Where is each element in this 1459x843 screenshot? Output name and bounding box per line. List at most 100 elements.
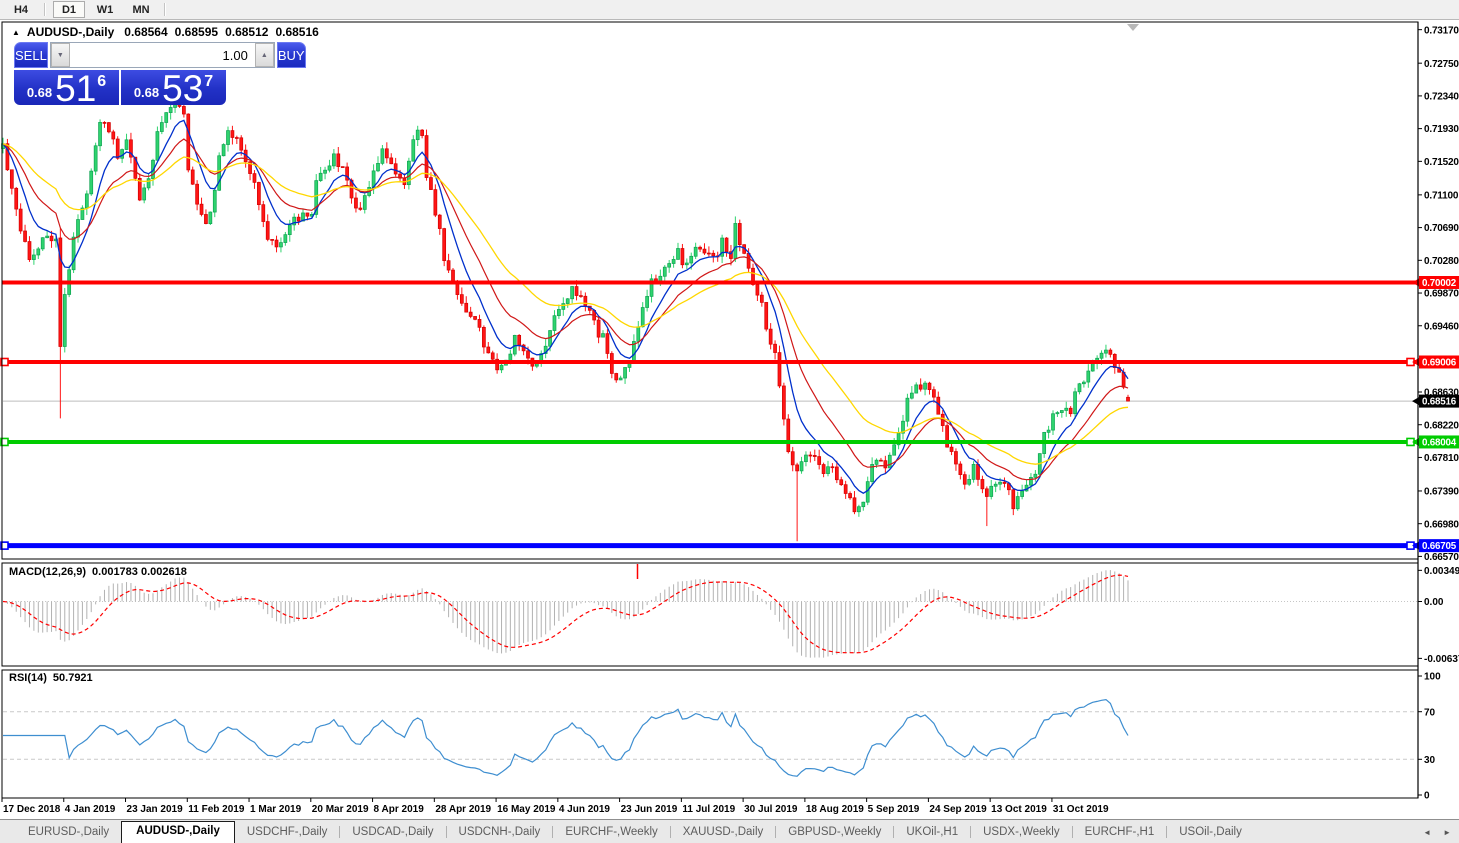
rsi-tick-label: 30 bbox=[1424, 755, 1436, 766]
volume-decrease-button[interactable]: ▼ bbox=[50, 43, 70, 67]
svg-text:0.66705: 0.66705 bbox=[1422, 541, 1457, 552]
svg-text:0.68004: 0.68004 bbox=[1422, 438, 1457, 449]
price-tick-label: 0.69870 bbox=[1424, 289, 1459, 300]
ma-mid-line bbox=[2, 138, 1129, 481]
date-tick-label: 11 Jul 2019 bbox=[682, 804, 735, 815]
date-tick-label: 17 Dec 2018 bbox=[3, 804, 61, 815]
price-tick-label: 0.73170 bbox=[1424, 25, 1459, 36]
svg-text:0.70002: 0.70002 bbox=[1422, 278, 1457, 289]
volume-spinner: ▼ ▲ bbox=[49, 42, 275, 68]
price-tick-label: 0.71100 bbox=[1424, 190, 1459, 201]
tab-eurchf-weekly[interactable]: EURCHF-,Weekly bbox=[565, 826, 658, 838]
rsi-tick-label: 0 bbox=[1424, 791, 1430, 802]
buy-button[interactable]: BUY bbox=[276, 42, 306, 68]
date-tick-label: 20 Mar 2019 bbox=[312, 804, 369, 815]
date-tick-label: 28 Apr 2019 bbox=[435, 804, 491, 815]
toolbar-separator bbox=[164, 3, 166, 16]
tab-separator bbox=[339, 826, 341, 838]
time-axis[interactable]: 17 Dec 2018 4 Jan 2019 23 Jan 2019 11 Feb 2… bbox=[1, 798, 1109, 815]
current-price-label: 0.68516 bbox=[1412, 394, 1459, 408]
macd-tick-label: 0.00349 bbox=[1424, 566, 1459, 577]
tab-usdx-weekly[interactable]: USDX-,Weekly bbox=[983, 826, 1060, 838]
price-tick-label: 0.68630 bbox=[1424, 388, 1459, 399]
price-axis[interactable]: 0.73170 0.72750 0.72340 0.71930 0.71520 0.711… bbox=[1412, 22, 1459, 802]
line-handle-icon[interactable] bbox=[0, 541, 9, 550]
triangle-up-icon: ▲ bbox=[260, 51, 268, 59]
symbol-tab-bar: EURUSD-,Daily AUDUSD-,Daily USDCHF-,Daily U… bbox=[0, 819, 1459, 843]
price-tick-label: 0.69460 bbox=[1424, 321, 1459, 332]
buy-price[interactable]: 0.68 53 7 bbox=[121, 68, 226, 109]
date-tick-label: 13 Oct 2019 bbox=[991, 804, 1047, 815]
timeframe-button-d1[interactable]: D1 bbox=[53, 1, 85, 18]
tab-separator bbox=[552, 826, 554, 838]
price-tick-label: 0.71520 bbox=[1424, 157, 1459, 168]
volume-increase-button[interactable]: ▲ bbox=[254, 43, 274, 67]
rsi-title: RSI(14) bbox=[9, 672, 47, 684]
tab-eurusd-daily[interactable]: EURUSD-,Daily bbox=[28, 826, 110, 838]
symbol-tabs: EURUSD-,Daily AUDUSD-,Daily USDCHF-,Daily U… bbox=[0, 819, 1254, 843]
price-tick-label: 0.72750 bbox=[1424, 59, 1459, 70]
price-tick-label: 0.67390 bbox=[1424, 487, 1459, 498]
price-tick-label: 0.66570 bbox=[1424, 552, 1459, 563]
tab-separator bbox=[1166, 826, 1168, 838]
timeframe-button-w1[interactable]: W1 bbox=[96, 3, 114, 16]
chart-title: ▲ AUDUSD-,Daily 0.68564 0.68595 0.68512 … bbox=[12, 25, 326, 39]
sell-price[interactable]: 0.68 51 6 bbox=[14, 68, 119, 109]
macd-values: 0.001783 0.002618 bbox=[92, 566, 187, 578]
price-tick-label: 0.67810 bbox=[1424, 453, 1459, 464]
price-tick-label: 0.66980 bbox=[1424, 519, 1459, 530]
tabs-scroll-right-button[interactable]: ► bbox=[1443, 828, 1451, 837]
date-tick-label: 18 Aug 2019 bbox=[806, 804, 864, 815]
volume-input[interactable] bbox=[69, 43, 255, 67]
buy-price-big: 53 bbox=[162, 68, 204, 109]
tab-usdcnh-daily[interactable]: USDCNH-,Daily bbox=[458, 826, 541, 838]
tab-separator bbox=[445, 826, 447, 838]
timeframe-button-mn[interactable]: MN bbox=[132, 3, 150, 16]
rsi-label: RSI(14) 50.7921 bbox=[9, 672, 93, 684]
line-handle-icon[interactable] bbox=[0, 357, 9, 367]
date-tick-label: 5 Sep 2019 bbox=[868, 804, 920, 815]
tab-audusd-daily[interactable]: AUDUSD-,Daily bbox=[121, 821, 235, 843]
sell-price-big: 51 bbox=[55, 68, 97, 109]
buy-price-prefix: 0.68 bbox=[133, 85, 160, 100]
ohlc-low: 0.68512 bbox=[225, 25, 269, 39]
svg-text:0.68516: 0.68516 bbox=[1422, 397, 1457, 408]
one-click-collapse-icon[interactable]: ▲ bbox=[12, 27, 20, 37]
ohlc-open: 0.68564 bbox=[124, 25, 168, 39]
svg-text:0.69006: 0.69006 bbox=[1422, 358, 1457, 369]
ma-fast-line bbox=[2, 119, 1129, 494]
date-tick-label: 1 Mar 2019 bbox=[250, 804, 302, 815]
price-label-068004: 0.68004 bbox=[1412, 435, 1459, 449]
line-handle-icon[interactable] bbox=[0, 437, 9, 447]
tab-ukoil-h1[interactable]: UKOil-,H1 bbox=[906, 826, 959, 838]
price-tick-label: 0.72340 bbox=[1424, 92, 1459, 103]
date-tick-label: 24 Sep 2019 bbox=[929, 804, 987, 815]
macd-signal-line bbox=[2, 574, 1129, 654]
tab-usdcad-daily[interactable]: USDCAD-,Daily bbox=[352, 826, 434, 838]
sell-button[interactable]: SELL bbox=[14, 42, 48, 68]
price-tick-label: 0.71930 bbox=[1424, 124, 1459, 135]
tab-separator bbox=[669, 826, 671, 838]
tab-separator bbox=[1071, 826, 1073, 838]
macd-title: MACD(12,26,9) bbox=[9, 566, 87, 578]
timeframe-button-h4[interactable]: H4 bbox=[13, 3, 29, 16]
timeframe-buttons-group: H4 D1 W1 MN bbox=[3, 1, 171, 18]
tab-separator bbox=[775, 826, 777, 838]
date-tick-label: 4 Jan 2019 bbox=[65, 804, 116, 815]
tab-gbpusd-weekly[interactable]: GBPUSD-,Weekly bbox=[788, 826, 882, 838]
buy-price-pip: 7 bbox=[204, 73, 214, 90]
price-tick-label: 0.70280 bbox=[1424, 256, 1459, 267]
toolbar-separator bbox=[44, 3, 46, 16]
rsi-value: 50.7921 bbox=[52, 672, 93, 684]
tab-usoil-daily[interactable]: USOil-,Daily bbox=[1179, 826, 1242, 838]
date-tick-label: 30 Jul 2019 bbox=[744, 804, 798, 815]
date-tick-label: 11 Feb 2019 bbox=[188, 804, 245, 815]
date-tick-label: 23 Jan 2019 bbox=[127, 804, 184, 815]
tab-xauusd-daily[interactable]: XAUUSD-,Daily bbox=[682, 826, 764, 838]
tab-usdchf-daily[interactable]: USDCHF-,Daily bbox=[246, 826, 328, 838]
tab-eurchf-h1[interactable]: EURCHF-,H1 bbox=[1084, 826, 1155, 838]
tabs-scroll-left-button[interactable]: ◄ bbox=[1423, 828, 1432, 837]
